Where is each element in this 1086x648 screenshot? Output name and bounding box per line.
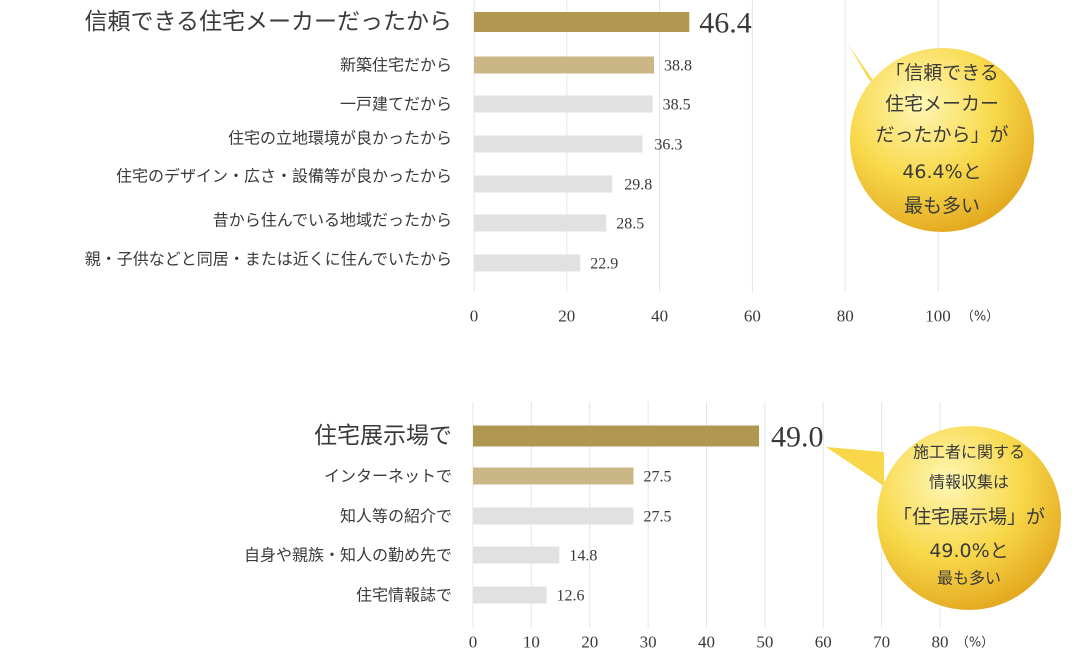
bar [473, 425, 760, 447]
callout-text-line: 最も多い [937, 569, 1001, 588]
reason-chart: 信頼できる住宅メーカーだったから 46.4 新築住宅だから 38.8 一戸建てだから 38… [84, 0, 1034, 326]
data-label: 38.8 [664, 58, 692, 75]
axis-unit-label: （%） [956, 636, 994, 648]
callout-tail [826, 447, 884, 486]
category-label: 昔から住んでいる地域だったから [213, 211, 452, 230]
callout-text-line: だったから」が [875, 124, 1008, 146]
tick-label: 0 [469, 633, 478, 648]
callout-text-line: 情報収集は [929, 473, 1009, 492]
callout-circle [877, 426, 1061, 610]
tick-label: 0 [470, 307, 479, 326]
info-source-chart: 住宅展示場で 49.0 インターネットで 27.5 知人等の紹介で 27.5 自身や親族・知… [244, 402, 1061, 648]
callout-text-line: 最も多い [904, 195, 980, 217]
category-label: 住宅情報誌で [356, 586, 452, 605]
data-label: 27.5 [644, 469, 672, 486]
callout-text-line: 施工者に関する [913, 443, 1025, 462]
callout-text-line: 49.0%と [929, 540, 1008, 562]
data-label: 27.5 [644, 509, 672, 526]
tick-label: 20 [558, 307, 575, 326]
bar [474, 175, 613, 193]
bar [473, 546, 560, 564]
axis-unit-label: （%） [961, 310, 999, 325]
bar [473, 586, 547, 604]
category-label: 一戸建てだから [340, 95, 452, 114]
bar [474, 254, 581, 272]
tick-label: 70 [873, 633, 890, 648]
data-label: 28.5 [616, 216, 644, 233]
data-label: 12.6 [557, 588, 585, 605]
category-label: 自身や親族・知人の勤め先で [244, 546, 452, 565]
data-label: 29.8 [624, 177, 652, 194]
bar [474, 214, 607, 232]
category-label: 住宅展示場で [314, 423, 452, 449]
data-label: 49.0 [771, 421, 824, 454]
callout-text-line: 「信頼できる [885, 62, 999, 84]
tick-label: 60 [815, 633, 832, 648]
category-label: 住宅の立地環境が良かったから [228, 129, 452, 148]
tick-label: 10 [523, 633, 540, 648]
tick-label: 100 [925, 307, 951, 326]
callout-circle [850, 48, 1034, 232]
callout-text-line: 「住宅展示場」が [893, 506, 1045, 528]
callout-text-line: 住宅メーカー [885, 93, 999, 115]
tick-label: 20 [581, 633, 598, 648]
bar [474, 56, 655, 74]
tick-label: 30 [640, 633, 657, 648]
data-label: 22.9 [590, 256, 618, 273]
callout-text-line: 46.4%と [902, 161, 981, 183]
tick-label: 50 [756, 633, 773, 648]
category-label: インターネットで [324, 467, 452, 486]
category-label: 住宅のデザイン・広さ・設備等が良かったから [116, 167, 452, 186]
tick-label: 40 [698, 633, 715, 648]
bar [474, 135, 643, 153]
category-label: 新築住宅だから [340, 56, 452, 75]
bar [474, 12, 690, 32]
tick-label: 40 [651, 307, 668, 326]
tick-label: 80 [932, 633, 949, 648]
data-label: 36.3 [654, 137, 682, 154]
tick-label: 60 [744, 307, 761, 326]
bar [473, 467, 634, 485]
category-label: 親・子供などと同居・または近くに住んでいたから [85, 250, 452, 269]
bar [473, 507, 634, 525]
tick-label: 80 [837, 307, 854, 326]
category-label: 信頼できる住宅メーカーだったから [84, 9, 452, 35]
data-label: 38.5 [663, 97, 691, 114]
data-label: 14.8 [569, 548, 597, 565]
bar [474, 95, 653, 113]
data-label: 46.4 [699, 7, 752, 40]
category-label: 知人等の紹介で [340, 507, 452, 526]
